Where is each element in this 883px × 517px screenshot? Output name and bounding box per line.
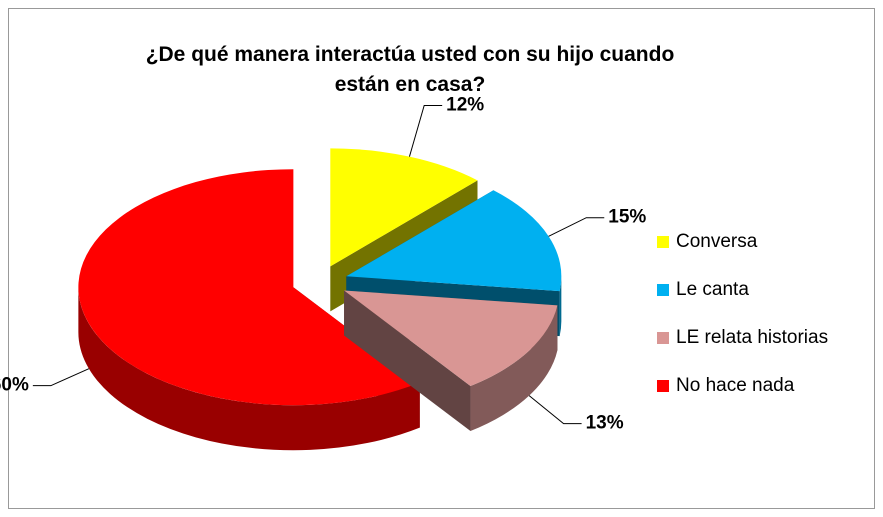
slice <box>78 169 420 406</box>
data-label: 60% <box>0 375 29 396</box>
slice-wall <box>78 287 420 451</box>
leader-line <box>548 217 605 237</box>
slice-wall <box>559 276 562 337</box>
data-label: 15% <box>608 207 646 228</box>
slice <box>344 290 558 387</box>
slice-wall <box>470 305 558 432</box>
legend-swatch <box>657 332 669 344</box>
legend-label: LE relata historias <box>676 327 828 348</box>
legend-swatch <box>657 284 669 296</box>
leader-line <box>528 395 582 425</box>
leader-line <box>32 368 90 387</box>
legend-swatch <box>657 236 669 248</box>
legend-label: Le canta <box>676 279 749 300</box>
legend-label: No hace nada <box>676 375 795 396</box>
slice <box>346 190 562 292</box>
legend-label: Conversa <box>676 231 758 252</box>
slice <box>330 148 478 267</box>
data-label: 13% <box>586 413 624 434</box>
leader-line <box>408 105 443 157</box>
legend-swatch <box>657 380 669 392</box>
data-label: 12% <box>446 95 484 116</box>
slice-side <box>344 290 471 432</box>
chart-title: ¿De qué manera interactúa usted con su h… <box>145 43 675 96</box>
